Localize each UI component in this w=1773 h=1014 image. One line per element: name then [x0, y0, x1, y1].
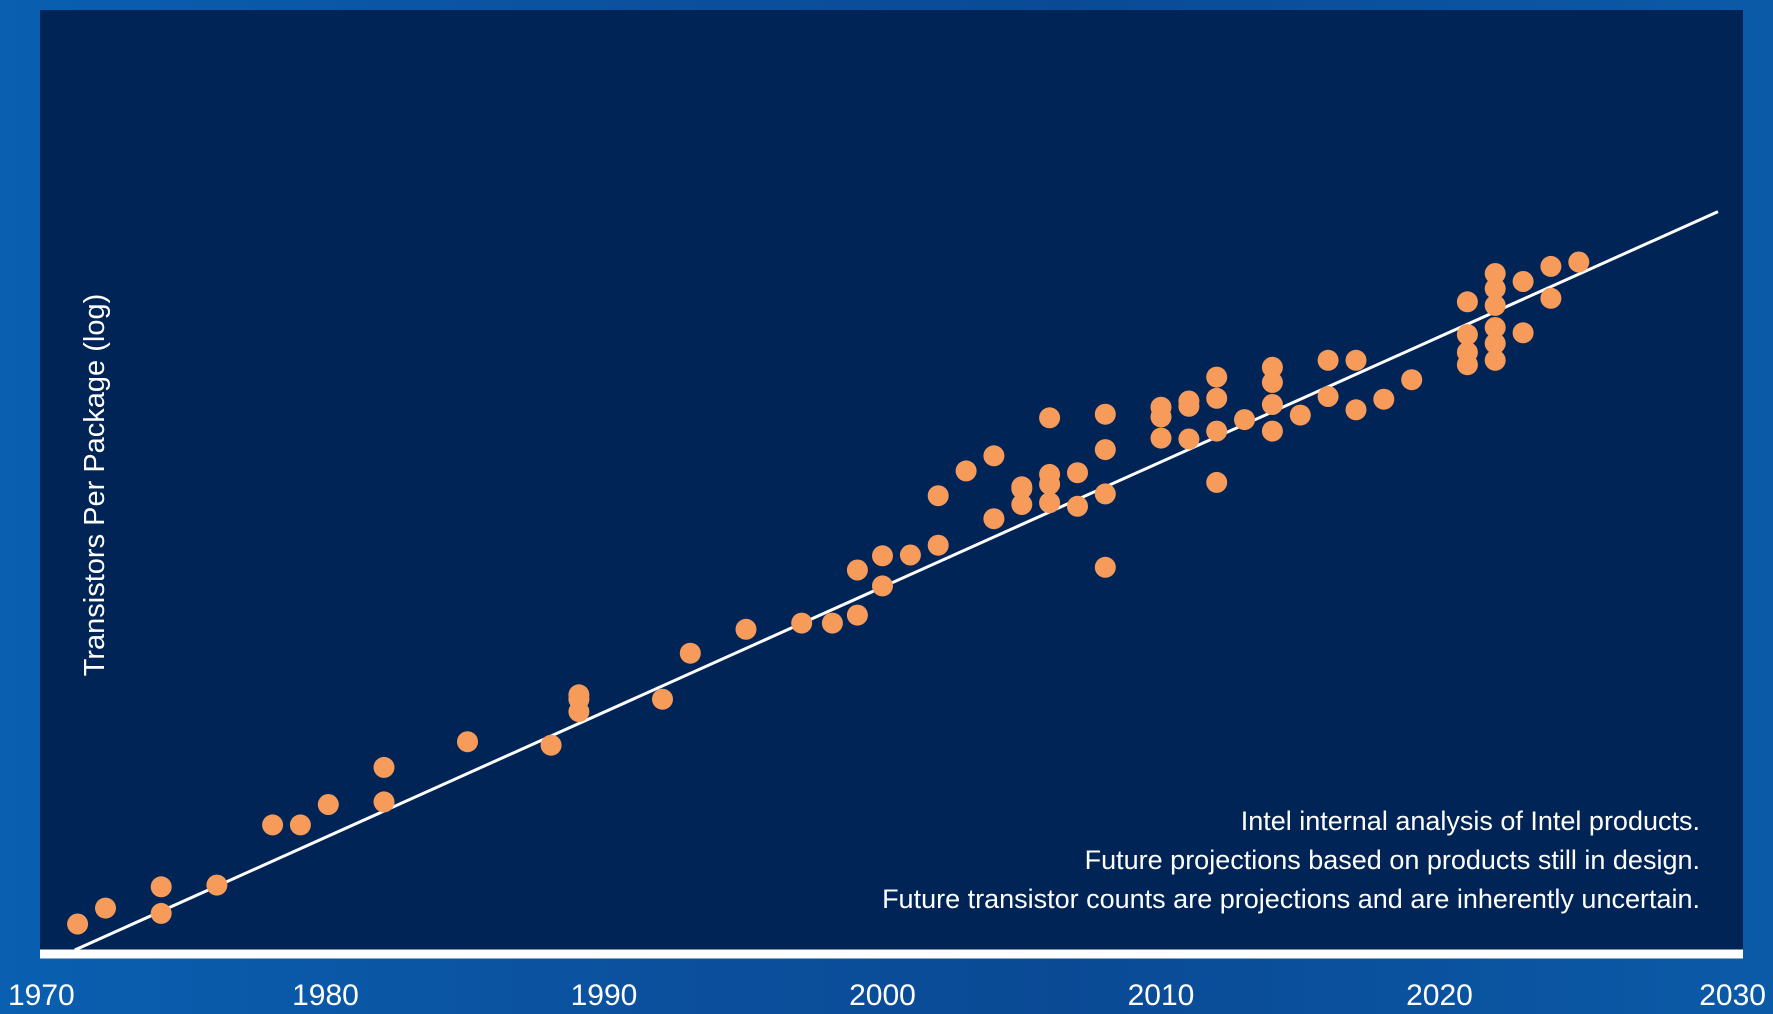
- data-point: [791, 612, 813, 634]
- data-point: [1206, 366, 1228, 388]
- data-point: [373, 756, 395, 778]
- data-point: [457, 731, 478, 753]
- data-point: [1178, 428, 1200, 450]
- data-point: [1401, 369, 1423, 391]
- footnote-line-2: Future projections based on products sti…: [1085, 845, 1700, 875]
- footnote-line-1: Intel internal analysis of Intel product…: [1241, 806, 1700, 836]
- data-point: [1484, 349, 1506, 371]
- data-point: [1484, 278, 1506, 300]
- data-point: [846, 604, 868, 626]
- data-point: [1011, 494, 1033, 515]
- x-tick-label: 1990: [571, 979, 638, 1012]
- data-point: [1317, 386, 1339, 407]
- data-point: [735, 618, 757, 640]
- data-point: [1094, 439, 1116, 461]
- data-point: [540, 734, 562, 756]
- data-point: [872, 575, 893, 597]
- footnote-line-3: Future transistor counts are projections…: [882, 884, 1700, 914]
- data-point: [1067, 495, 1088, 517]
- data-point: [1261, 371, 1283, 393]
- data-point: [568, 684, 590, 706]
- data-point: [1011, 476, 1033, 498]
- data-point: [206, 874, 228, 896]
- data-point: [1206, 471, 1228, 493]
- data-point: [1317, 349, 1339, 371]
- data-point: [150, 902, 172, 924]
- data-point: [1261, 356, 1283, 378]
- data-point: [150, 876, 172, 898]
- data-point: [1345, 349, 1367, 371]
- data-point: [1456, 291, 1478, 313]
- data-point: [1484, 317, 1506, 338]
- data-point: [1094, 483, 1116, 505]
- data-point: [1234, 409, 1255, 431]
- data-point: [1568, 251, 1590, 273]
- data-point: [679, 642, 701, 664]
- data-point: [1150, 396, 1172, 418]
- data-point: [262, 814, 284, 836]
- x-tick-label: 1970: [8, 979, 75, 1012]
- data-point: [846, 559, 868, 581]
- data-point: [1067, 462, 1088, 484]
- data-point: [983, 445, 1005, 467]
- data-point: [67, 913, 89, 935]
- trend-layer: [74, 210, 1719, 952]
- data-point: [1039, 492, 1061, 514]
- data-point: [955, 460, 977, 482]
- data-point: [1039, 463, 1061, 485]
- data-points: [67, 251, 1590, 935]
- data-point: [821, 612, 843, 634]
- data-point: [1345, 399, 1367, 421]
- data-point: [1484, 332, 1506, 354]
- data-point: [1094, 403, 1116, 425]
- x-tick-label: 2030: [1699, 979, 1766, 1012]
- data-point: [373, 791, 395, 813]
- data-point: [317, 794, 339, 815]
- data-point: [1178, 390, 1200, 412]
- data-point: [1512, 322, 1534, 344]
- data-point: [1484, 263, 1506, 284]
- data-point: [1512, 271, 1534, 292]
- x-tick-label: 2000: [849, 979, 916, 1012]
- data-point: [927, 534, 949, 556]
- x-tick-labels: 1970 1980 1990 2000 2010 2020 2030: [8, 979, 1766, 1012]
- data-point: [1289, 404, 1311, 426]
- data-point: [652, 688, 673, 710]
- data-point: [289, 814, 311, 836]
- data-point: [1206, 420, 1228, 442]
- data-point: [927, 485, 949, 507]
- data-point: [1261, 394, 1283, 415]
- x-tick-label: 2010: [1128, 979, 1195, 1012]
- data-point: [983, 508, 1005, 530]
- data-point: [1540, 287, 1562, 309]
- data-point: [899, 544, 921, 566]
- data-point: [1039, 407, 1061, 429]
- data-point: [872, 545, 893, 567]
- x-tick-label: 1980: [292, 979, 359, 1012]
- data-point: [1206, 387, 1228, 409]
- x-tick-label: 2020: [1406, 979, 1473, 1012]
- data-point: [1540, 255, 1562, 277]
- data-point: [1094, 556, 1116, 578]
- data-point: [1484, 294, 1506, 316]
- trend-line: [74, 210, 1719, 952]
- data-point: [95, 897, 116, 919]
- data-point: [1150, 427, 1172, 449]
- y-axis-label: Transistors Per Package (log): [79, 294, 111, 677]
- footnote: Intel internal analysis of Intel product…: [882, 806, 1700, 914]
- data-point: [1261, 420, 1283, 442]
- data-point: [1373, 388, 1395, 410]
- data-point: [1456, 354, 1478, 376]
- data-point: [1456, 324, 1478, 346]
